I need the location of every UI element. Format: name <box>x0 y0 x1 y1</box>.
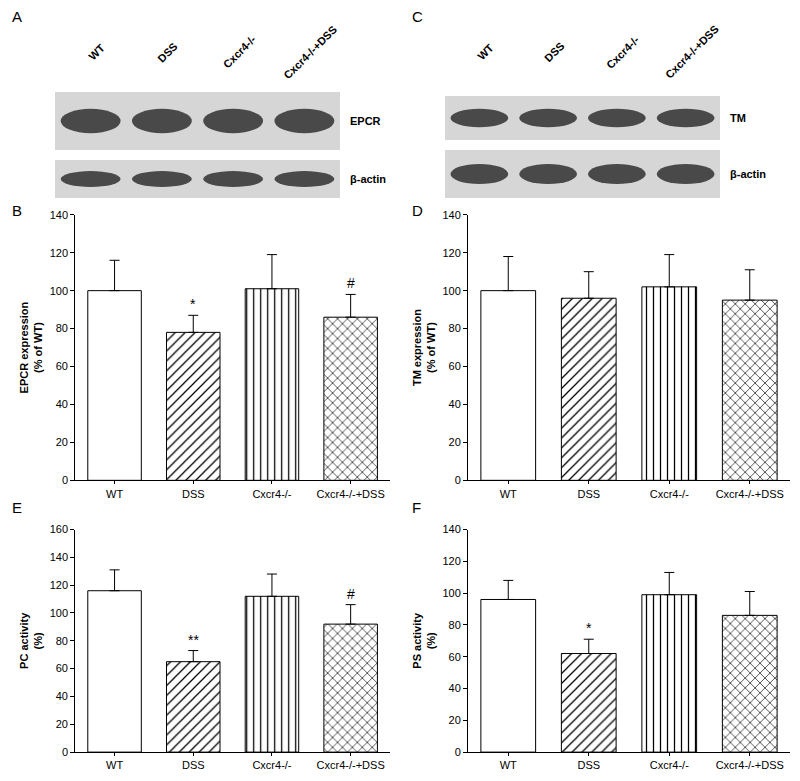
svg-text:140: 140 <box>442 523 460 535</box>
svg-text:Cxcr4-/-+DSS: Cxcr4-/-+DSS <box>716 759 784 771</box>
svg-text:D: D <box>412 202 423 219</box>
svg-text:Cxcr4-/-: Cxcr4-/- <box>221 33 259 71</box>
svg-text:20: 20 <box>56 718 68 730</box>
svg-text:40: 40 <box>56 690 68 702</box>
svg-text:WT: WT <box>475 41 496 62</box>
svg-text:DSS: DSS <box>182 488 205 500</box>
svg-text:Cxcr4-/-+DSS: Cxcr4-/-+DSS <box>716 488 784 500</box>
svg-text:PS activity(%): PS activity(%) <box>411 612 437 669</box>
svg-text:B: B <box>12 202 22 219</box>
svg-text:DSS: DSS <box>182 759 205 771</box>
svg-text:120: 120 <box>442 555 460 567</box>
svg-text:WT: WT <box>500 759 517 771</box>
svg-text:40: 40 <box>449 398 461 410</box>
svg-text:TM expression(% of WT): TM expression(% of WT) <box>411 309 437 386</box>
svg-text:0: 0 <box>62 746 68 758</box>
svg-text:100: 100 <box>442 284 460 296</box>
svg-text:WT: WT <box>106 488 123 500</box>
svg-text:A: A <box>12 8 22 25</box>
svg-text:Cxcr4-/-+DSS: Cxcr4-/-+DSS <box>281 23 339 81</box>
svg-text:E: E <box>12 499 22 516</box>
svg-text:#: # <box>347 275 355 291</box>
svg-text:Cxcr4-/-: Cxcr4-/- <box>604 33 642 71</box>
svg-text:Cxcr4-/-: Cxcr4-/- <box>252 488 291 500</box>
svg-text:40: 40 <box>56 398 68 410</box>
svg-text:60: 60 <box>449 651 461 663</box>
svg-text:100: 100 <box>50 284 68 296</box>
svg-text:DSS: DSS <box>155 40 179 64</box>
svg-text:EPCR expression(% of WT): EPCR expression(% of WT) <box>18 301 44 393</box>
svg-text:F: F <box>412 499 421 516</box>
svg-text:0: 0 <box>455 474 461 486</box>
svg-text:80: 80 <box>449 619 461 631</box>
svg-text:120: 120 <box>442 247 460 259</box>
svg-text:WT: WT <box>106 759 123 771</box>
svg-text:EPCR: EPCR <box>350 115 381 127</box>
svg-text:Cxcr4-/-: Cxcr4-/- <box>252 759 291 771</box>
svg-text:60: 60 <box>56 360 68 372</box>
svg-text:β-actin: β-actin <box>730 168 766 180</box>
svg-text:*: * <box>586 620 592 636</box>
svg-text:TM: TM <box>730 112 746 124</box>
svg-text:20: 20 <box>56 436 68 448</box>
svg-text:160: 160 <box>50 523 68 535</box>
svg-text:DSS: DSS <box>577 488 600 500</box>
svg-text:Cxcr4-/-: Cxcr4-/- <box>650 759 689 771</box>
svg-text:WT: WT <box>86 42 107 63</box>
svg-text:0: 0 <box>455 746 461 758</box>
svg-text:140: 140 <box>442 209 460 221</box>
svg-text:40: 40 <box>449 682 461 694</box>
svg-text:Cxcr4-/-: Cxcr4-/- <box>650 488 689 500</box>
svg-text:80: 80 <box>449 322 461 334</box>
svg-text:DSS: DSS <box>577 759 600 771</box>
svg-text:20: 20 <box>449 714 461 726</box>
svg-text:DSS: DSS <box>542 40 566 64</box>
svg-text:**: ** <box>188 632 199 648</box>
svg-text:Cxcr4-/-+DSS: Cxcr4-/-+DSS <box>317 488 385 500</box>
svg-text:120: 120 <box>50 247 68 259</box>
svg-text:C: C <box>412 8 423 25</box>
svg-text:PC activity(%): PC activity(%) <box>18 612 44 669</box>
svg-text:60: 60 <box>449 360 461 372</box>
svg-text:0: 0 <box>62 474 68 486</box>
svg-text:60: 60 <box>56 662 68 674</box>
svg-text:140: 140 <box>50 209 68 221</box>
svg-text:*: * <box>190 296 196 312</box>
svg-text:Cxcr4-/-+DSS: Cxcr4-/-+DSS <box>663 23 721 81</box>
svg-text:120: 120 <box>50 579 68 591</box>
svg-text:80: 80 <box>56 635 68 647</box>
svg-text:100: 100 <box>442 587 460 599</box>
svg-text:#: # <box>347 586 355 602</box>
svg-text:β-actin: β-actin <box>350 173 386 185</box>
svg-text:20: 20 <box>449 436 461 448</box>
svg-text:80: 80 <box>56 322 68 334</box>
svg-text:Cxcr4-/-+DSS: Cxcr4-/-+DSS <box>317 759 385 771</box>
svg-text:WT: WT <box>500 488 517 500</box>
svg-text:140: 140 <box>50 551 68 563</box>
svg-text:100: 100 <box>50 607 68 619</box>
